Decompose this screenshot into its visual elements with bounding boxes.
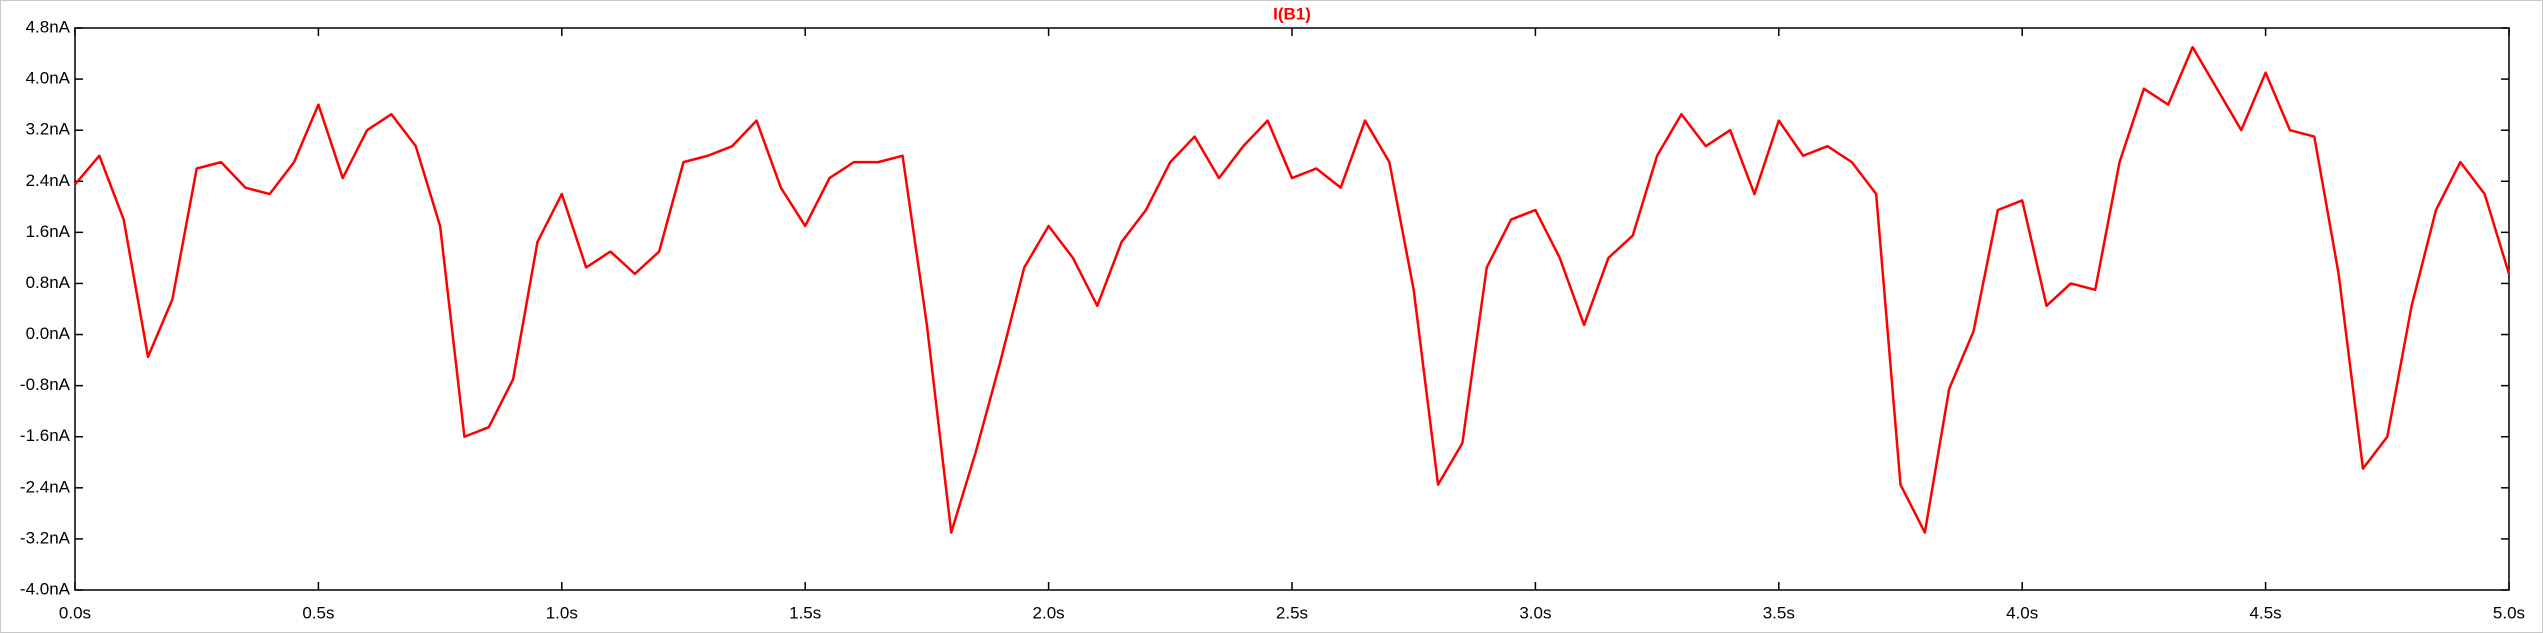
x-tick-label: 0.5s (302, 603, 334, 622)
y-tick-label: -0.8nA (20, 375, 71, 394)
y-tick-label: -1.6nA (20, 426, 71, 445)
y-tick-label: -3.2nA (20, 528, 71, 547)
x-tick-label: 4.5s (2250, 603, 2282, 622)
y-tick-label: 3.2nA (26, 120, 71, 139)
x-tick-label: 3.5s (1763, 603, 1795, 622)
series-line (74, 45, 2511, 534)
y-tick-label: 0.8nA (26, 273, 71, 292)
x-tick-label: 3.0s (1519, 603, 1551, 622)
y-tick-label: 4.0nA (26, 69, 71, 88)
x-tick-label: 5.0s (2493, 603, 2525, 622)
x-tick-label: 1.5s (789, 603, 821, 622)
x-tick-label: 2.5s (1276, 603, 1308, 622)
y-tick-label: 2.4nA (26, 171, 71, 190)
y-tick-label: 0.0nA (26, 324, 71, 343)
y-tick-label: 4.8nA (26, 17, 71, 36)
y-tick-label: -4.0nA (20, 579, 71, 598)
y-tick-label: -2.4nA (20, 477, 71, 496)
x-tick-label: 0.0s (59, 603, 91, 622)
chart-title: I(B1) (1273, 4, 1311, 23)
y-tick-label: 1.6nA (26, 222, 71, 241)
x-tick-label: 1.0s (546, 603, 578, 622)
x-tick-label: 2.0s (1033, 603, 1065, 622)
x-tick-label: 4.0s (2006, 603, 2038, 622)
